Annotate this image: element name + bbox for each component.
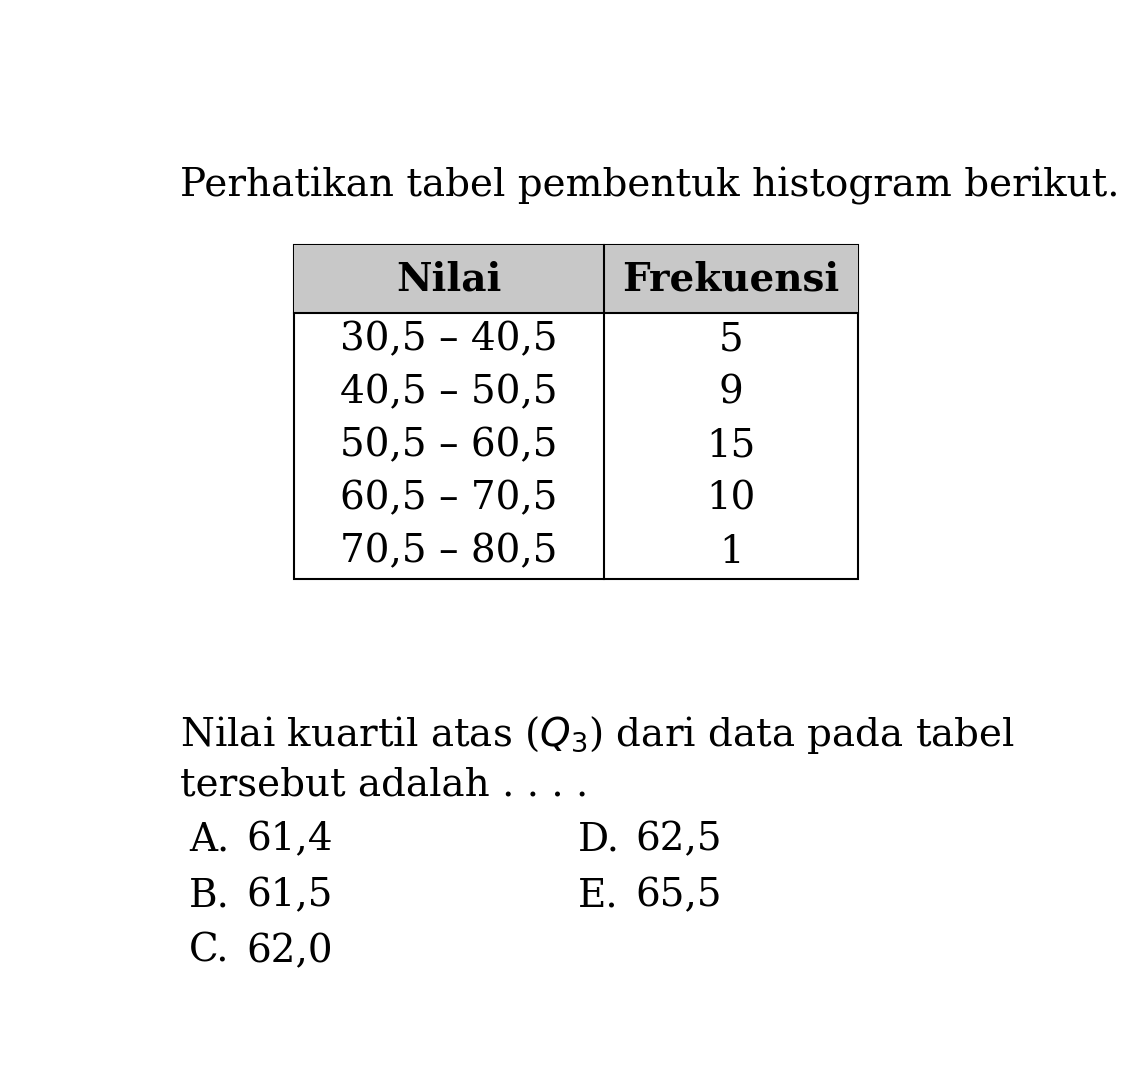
Text: 9: 9 xyxy=(719,375,743,411)
Text: 65,5: 65,5 xyxy=(635,878,722,914)
Text: 5: 5 xyxy=(719,321,743,359)
Text: C.: C. xyxy=(190,933,230,969)
Bar xyxy=(605,246,858,313)
Text: 1: 1 xyxy=(719,534,743,571)
Text: 30,5 – 40,5: 30,5 – 40,5 xyxy=(341,321,558,359)
Text: 62,5: 62,5 xyxy=(635,822,722,858)
Bar xyxy=(294,246,858,578)
Text: B.: B. xyxy=(190,878,230,914)
Bar xyxy=(294,246,605,313)
Text: 10: 10 xyxy=(706,480,756,518)
Text: 50,5 – 60,5: 50,5 – 60,5 xyxy=(341,428,558,464)
Text: Nilai: Nilai xyxy=(396,261,502,298)
Text: E.: E. xyxy=(578,878,619,914)
Text: 62,0: 62,0 xyxy=(246,933,333,969)
Text: 60,5 – 70,5: 60,5 – 70,5 xyxy=(341,480,558,518)
Text: 15: 15 xyxy=(706,428,756,464)
Text: 40,5 – 50,5: 40,5 – 50,5 xyxy=(341,375,558,411)
Text: 61,5: 61,5 xyxy=(246,878,333,914)
Text: Frekuensi: Frekuensi xyxy=(623,261,839,298)
Text: tersebut adalah . . . .: tersebut adalah . . . . xyxy=(180,766,589,803)
Text: Perhatikan tabel pembentuk histogram berikut.: Perhatikan tabel pembentuk histogram ber… xyxy=(180,167,1120,205)
Text: 61,4: 61,4 xyxy=(246,822,333,858)
Text: 70,5 – 80,5: 70,5 – 80,5 xyxy=(341,534,558,571)
Text: Nilai kuartil atas ($Q_3$) dari data pada tabel: Nilai kuartil atas ($Q_3$) dari data pad… xyxy=(180,714,1015,756)
Text: D.: D. xyxy=(578,822,620,858)
Text: A.: A. xyxy=(190,822,229,858)
